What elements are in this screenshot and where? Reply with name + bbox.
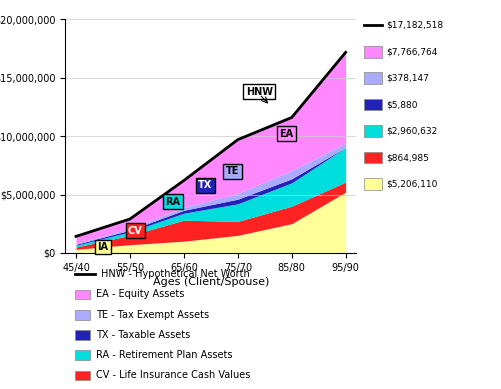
Text: TE - Tax Exempt Assets: TE - Tax Exempt Assets: [96, 310, 209, 320]
Text: $7,766,764: $7,766,764: [386, 47, 437, 56]
Text: HNW - Hypothetical Net Worth: HNW - Hypothetical Net Worth: [101, 269, 249, 279]
Text: HNW: HNW: [245, 87, 273, 97]
Text: TX - Taxable Assets: TX - Taxable Assets: [96, 330, 190, 340]
Text: $864,985: $864,985: [386, 153, 428, 162]
Text: RA - Retirement Plan Assets: RA - Retirement Plan Assets: [96, 350, 232, 360]
Text: $5,206,110: $5,206,110: [386, 179, 437, 189]
Text: TX: TX: [198, 180, 212, 190]
Text: CV - Life Insurance Cash Values: CV - Life Insurance Cash Values: [96, 370, 250, 380]
Text: EA: EA: [279, 129, 293, 139]
Text: RA: RA: [165, 196, 180, 207]
Text: CV: CV: [128, 226, 142, 236]
Text: $5,880: $5,880: [386, 100, 417, 109]
Text: $17,182,518: $17,182,518: [386, 21, 443, 30]
Text: IA: IA: [97, 242, 108, 252]
Text: $2,960,632: $2,960,632: [386, 126, 437, 136]
X-axis label: Ages (Client/Spouse): Ages (Client/Spouse): [152, 277, 269, 287]
Text: EA - Equity Assets: EA - Equity Assets: [96, 289, 184, 300]
Text: TE: TE: [225, 166, 238, 176]
Text: $378,147: $378,147: [386, 74, 428, 83]
